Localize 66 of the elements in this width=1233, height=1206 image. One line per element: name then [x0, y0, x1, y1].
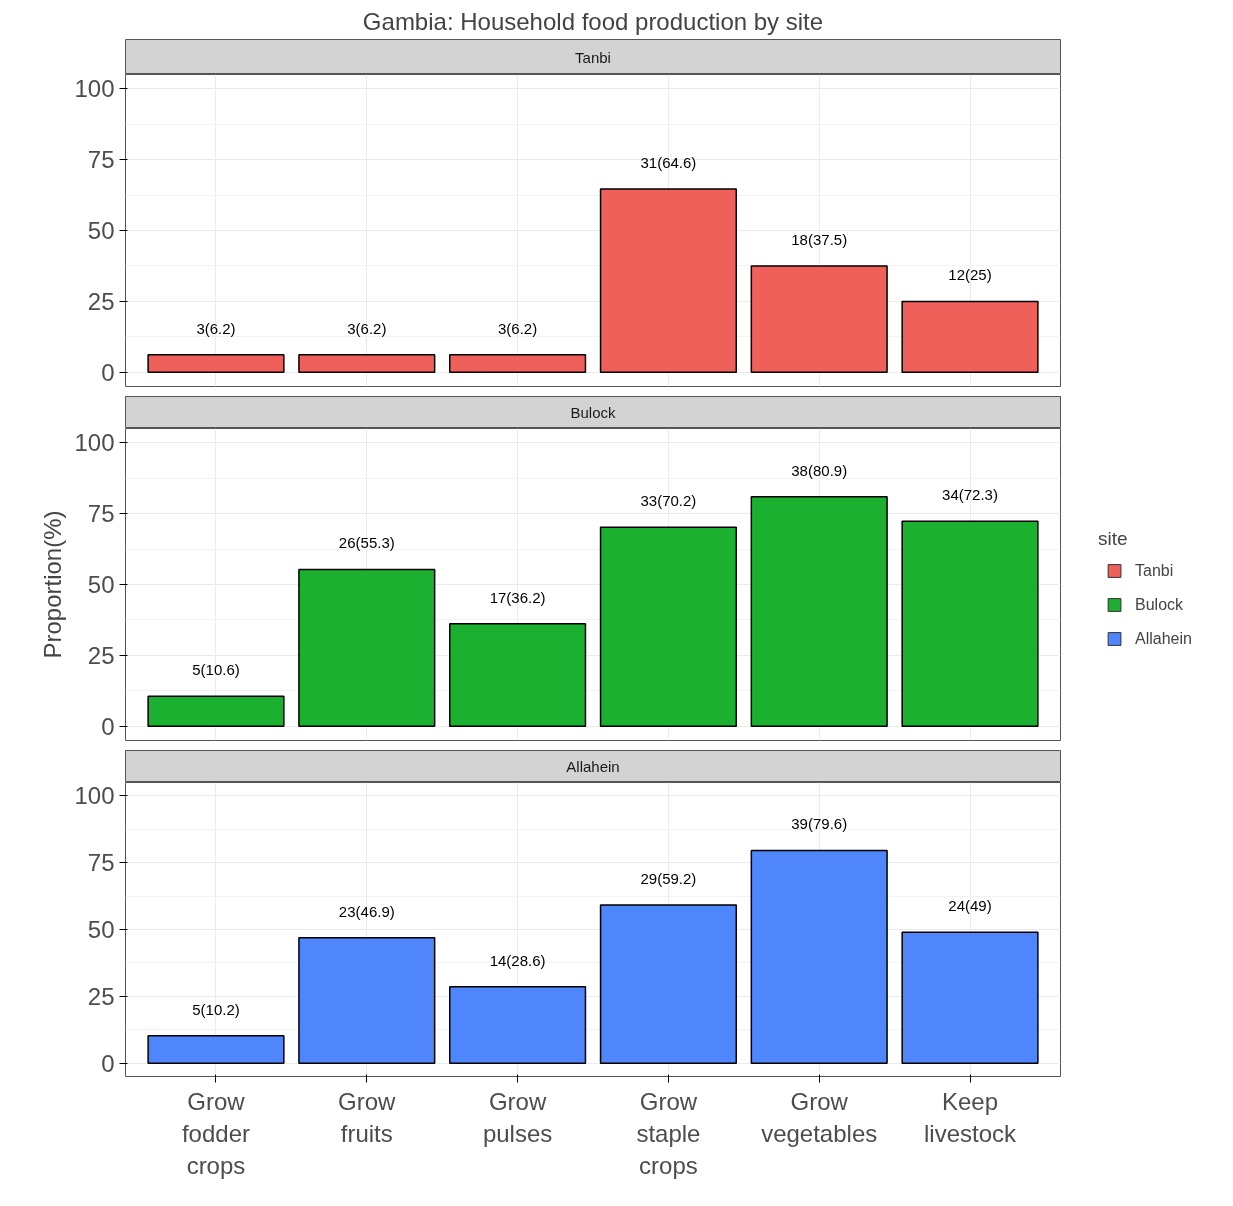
data-label: 24(49)	[948, 897, 992, 915]
bar	[448, 985, 587, 1064]
data-label: 3(6.2)	[347, 319, 387, 337]
legend-label: Allahein	[1135, 629, 1192, 648]
data-label: 14(28.6)	[489, 951, 546, 969]
x-tick-label: Grow vegetables	[761, 1087, 878, 1147]
data-label: 3(6.2)	[498, 319, 538, 337]
bar	[901, 300, 1039, 374]
data-label: 18(37.5)	[791, 230, 848, 248]
text: Tanbi	[575, 48, 611, 66]
legend-label: Tanbi	[1135, 561, 1174, 580]
bar	[147, 1035, 285, 1064]
data-label: 33(70.2)	[640, 492, 697, 510]
data-label: 23(46.9)	[338, 902, 395, 920]
chart-title: Gambia: Household food production by site	[362, 7, 824, 35]
y-tick-label: 75	[87, 146, 115, 174]
x-tick-label: Grow fruits	[338, 1087, 397, 1147]
y-tick-label: 0	[101, 712, 115, 740]
data-label: 5(10.6)	[192, 661, 240, 679]
y-tick-label: 25	[87, 287, 115, 315]
y-tick-label: 100	[74, 429, 115, 457]
data-label: 5(10.2)	[192, 1000, 240, 1018]
data-label: 12(25)	[948, 266, 992, 284]
x-tick-label: Grow fodder crops	[181, 1087, 251, 1180]
data-label: 39(79.6)	[791, 815, 848, 833]
bar	[298, 353, 436, 374]
x-tick-label: Keep livestock	[924, 1087, 1018, 1147]
y-tick-label: 50	[87, 916, 115, 943]
data-label: 3(6.2)	[196, 319, 236, 337]
y-tick-label: 0	[101, 1049, 115, 1077]
legend-title: site	[1098, 527, 1129, 550]
bar	[599, 904, 738, 1064]
y-tick-label: 100	[74, 75, 115, 103]
legend-label: Bulock	[1135, 595, 1184, 614]
data-label: 17(36.2)	[489, 588, 546, 606]
data-label: 29(59.2)	[640, 869, 697, 887]
bar	[750, 849, 888, 1064]
y-tick-label: 0	[101, 358, 115, 386]
bar	[448, 353, 587, 374]
bar	[750, 265, 888, 374]
bar	[599, 188, 738, 374]
y-tick-label: 50	[87, 217, 115, 244]
bar	[901, 931, 1039, 1064]
bar	[298, 568, 436, 728]
data-label: 38(80.9)	[791, 461, 848, 479]
data-label: 31(64.6)	[640, 154, 697, 172]
y-tick-label: 25	[87, 641, 115, 669]
data-label: 26(55.3)	[338, 534, 395, 552]
y-tick-label: 75	[87, 500, 115, 528]
y-tick-label: 75	[87, 849, 115, 877]
x-tick-label: Grow pulses	[482, 1087, 553, 1147]
bar	[298, 937, 436, 1064]
y-axis-title: Proportion(%)	[39, 510, 67, 659]
text: Allahein	[566, 758, 620, 775]
y-tick-label: 50	[87, 571, 115, 598]
bar	[599, 526, 738, 728]
data-label: 34(72.3)	[942, 486, 998, 504]
bar	[901, 520, 1039, 728]
bar	[750, 496, 888, 728]
y-tick-label: 100	[74, 782, 115, 810]
text: Bulock	[570, 404, 616, 421]
y-tick-label: 25	[87, 982, 115, 1010]
x-tick-label: Grow staple crops	[636, 1087, 701, 1180]
bar	[147, 695, 285, 728]
bar	[448, 622, 587, 728]
bar	[147, 353, 285, 374]
